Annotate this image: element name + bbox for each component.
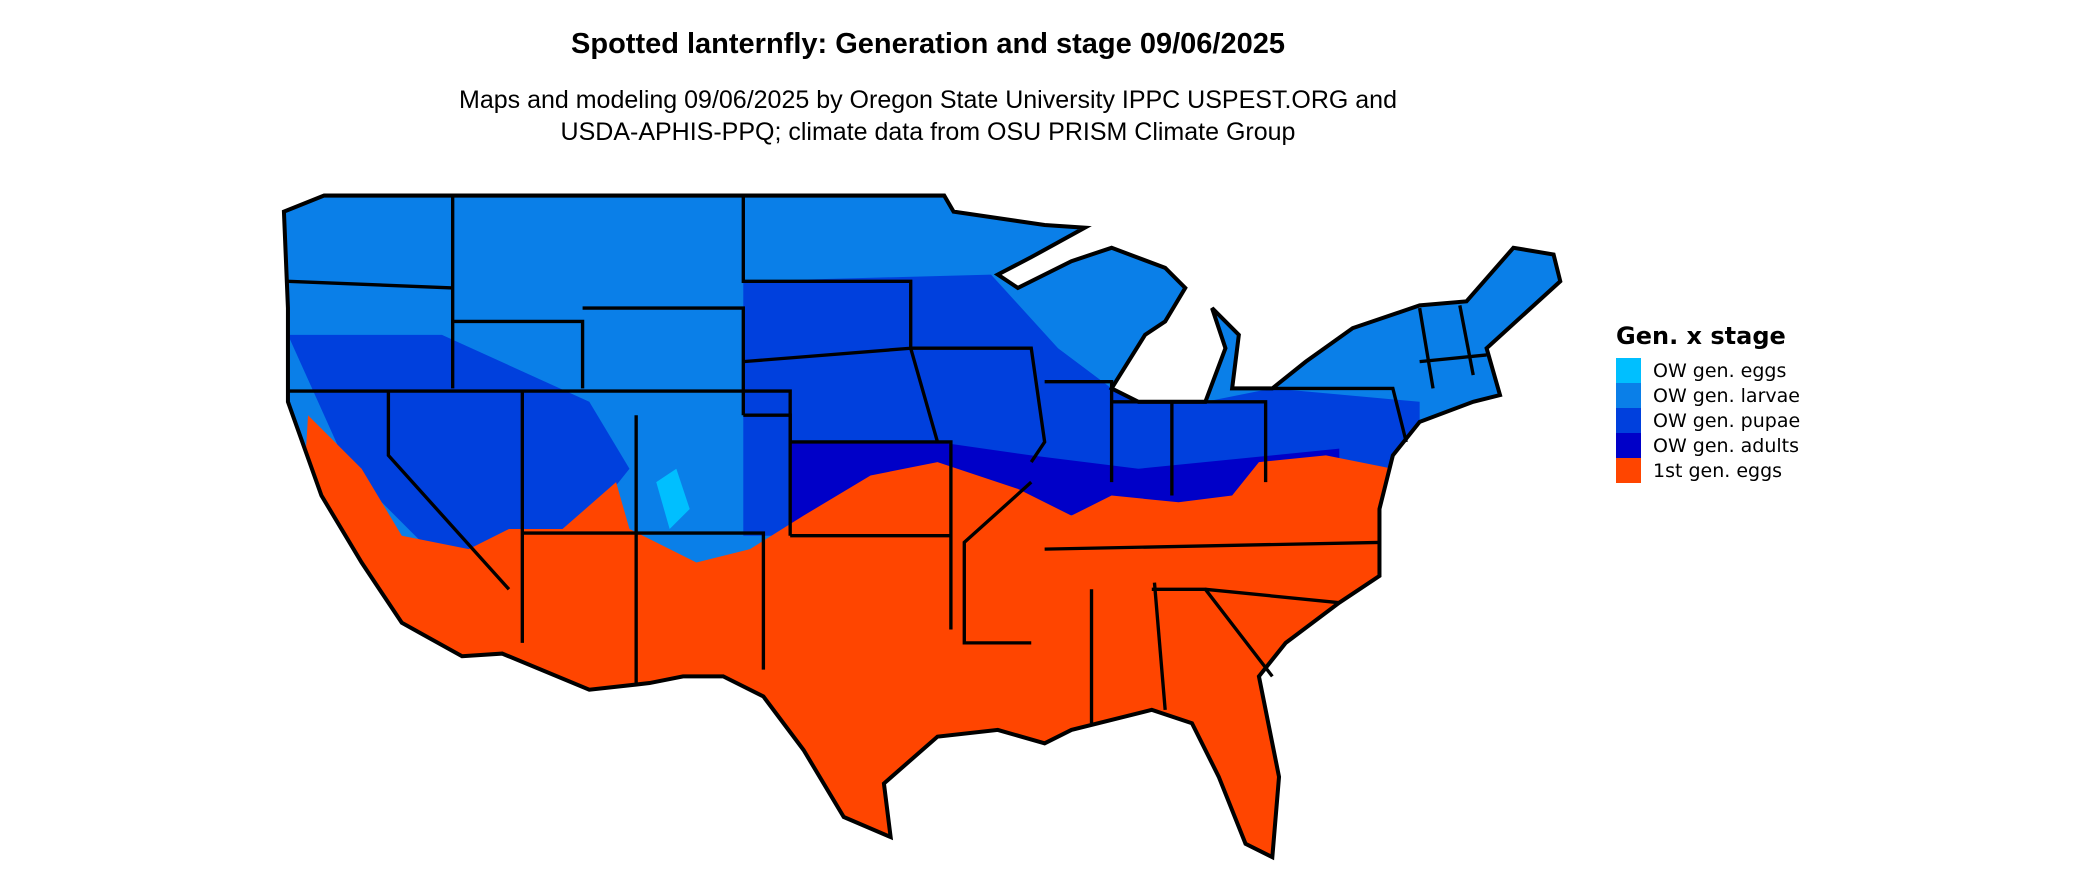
legend-swatch xyxy=(1616,383,1641,408)
legend-label: OW gen. adults xyxy=(1653,434,1800,457)
subtitle-line-1: Maps and modeling 09/06/2025 by Oregon S… xyxy=(459,86,1397,114)
legend-label: 1st gen. eggs xyxy=(1653,459,1783,482)
legend-title: Gen. x stage xyxy=(1616,322,1786,350)
map-subtitle: Maps and modeling 09/06/2025 by Oregon S… xyxy=(0,84,1856,148)
legend-label: OW gen. eggs xyxy=(1653,359,1787,382)
subtitle-line-2: USDA-APHIS-PPQ; climate data from OSU PR… xyxy=(560,118,1296,146)
legend-label: OW gen. larvae xyxy=(1653,384,1800,407)
legend-swatch xyxy=(1616,433,1641,458)
legend-swatch xyxy=(1616,358,1641,383)
map-title: Spotted lanternfly: Generation and stage… xyxy=(571,28,1285,60)
legend: Gen. x stage OW gen. eggs OW gen. larvae… xyxy=(1616,322,1800,483)
legend-item-first-gen-eggs: 1st gen. eggs xyxy=(1616,458,1800,483)
legend-item-ow-eggs: OW gen. eggs xyxy=(1616,358,1800,383)
legend-item-ow-larvae: OW gen. larvae xyxy=(1616,383,1800,408)
legend-item-ow-pupae: OW gen. pupae xyxy=(1616,408,1800,433)
legend-swatch xyxy=(1616,408,1641,433)
legend-swatch xyxy=(1616,458,1641,483)
state-borders xyxy=(287,195,1487,724)
legend-item-ow-adults: OW gen. adults xyxy=(1616,433,1800,458)
region-eggs-spots xyxy=(656,468,690,530)
legend-label: OW gen. pupae xyxy=(1653,409,1801,432)
